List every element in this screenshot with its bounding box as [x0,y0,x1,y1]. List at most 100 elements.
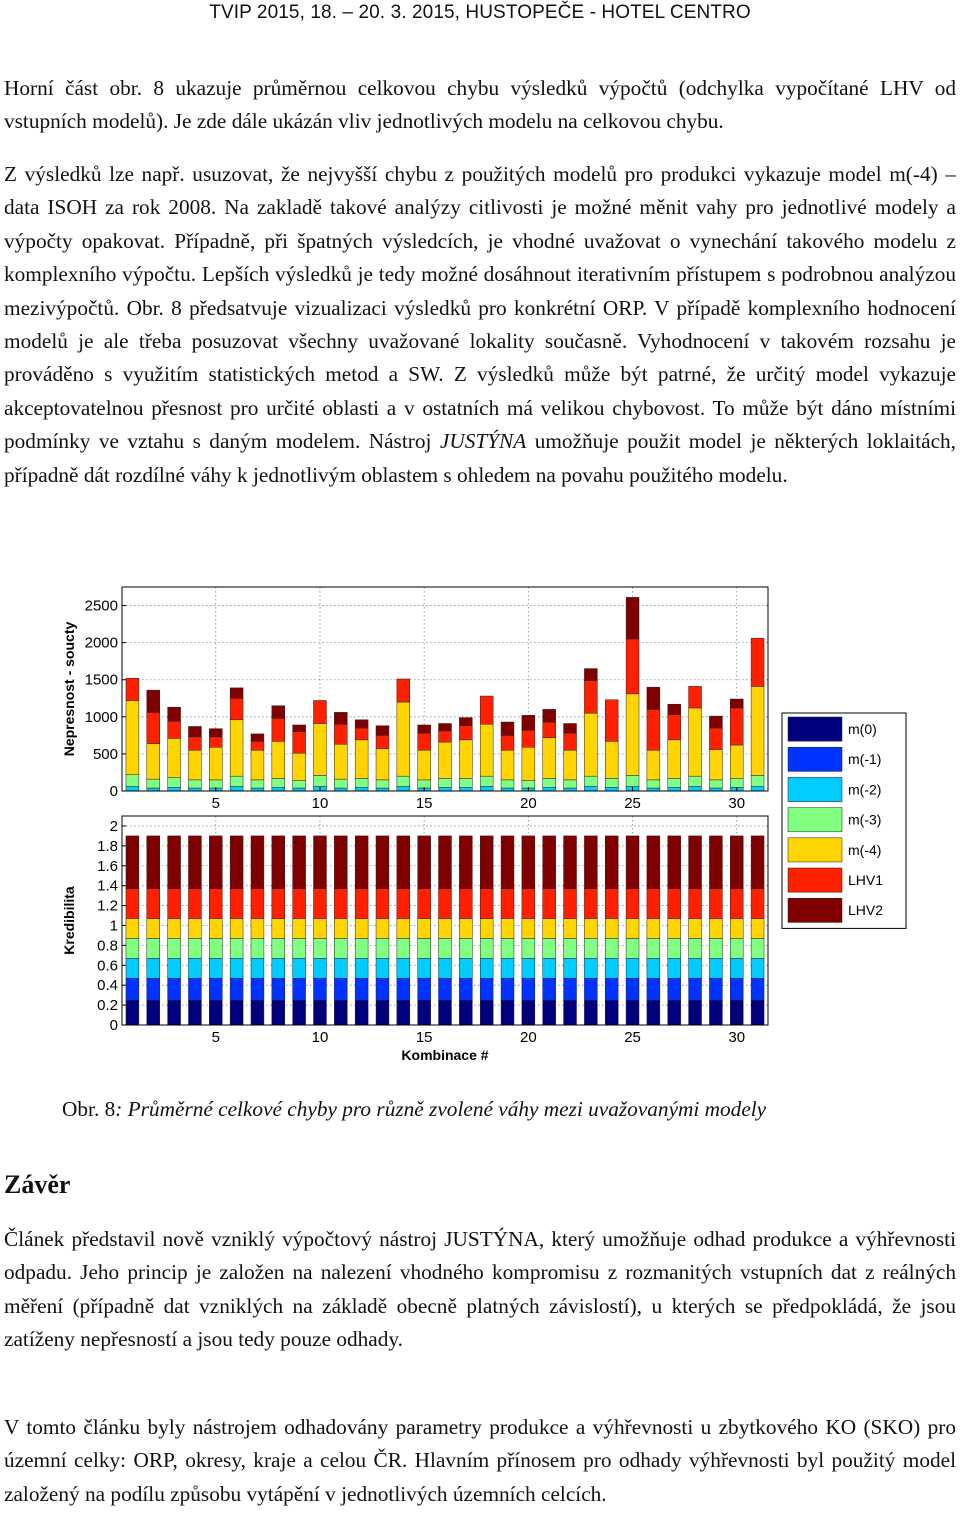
bottom-bar-segment [417,958,431,979]
legend-swatch [787,807,843,833]
top-bar-segment [438,723,452,732]
bottom-bar-segment [500,938,515,959]
top-bar-segment [750,686,765,776]
bottom-bar-segment [375,888,390,919]
bottom-bar-segment [396,977,411,1001]
bottom-bar-segment [667,888,681,919]
top-bar-segment [709,749,723,781]
bottom-bar-segment [354,977,369,1001]
top-bar-segment [146,778,160,789]
top-bar-segment [334,744,348,780]
top-bar-segment [354,739,369,779]
top-bar-segment [250,749,265,781]
bottom-bar-segment [375,977,390,1001]
legend-swatch [787,716,843,742]
top-bar-segment [334,712,348,725]
paragraph-intro: Horní část obr. 8 ukazuje průměrnou celk… [4,76,956,134]
bottom-bar-segment [500,918,515,939]
bottom-bar-segment [292,835,306,889]
bottom-bar-segment [563,958,577,979]
top-bar-segment [438,787,452,792]
bottom-bar-segment [250,999,265,1026]
top-x-tick-label: 25 [624,795,641,812]
bottom-bar-segment [438,958,452,979]
top-bar-segment [271,787,286,792]
bottom-bar-segment [730,835,744,889]
top-bar-segment [500,779,515,789]
bottom-bar-segment [271,888,286,919]
top-bar-segment [417,724,431,734]
top-bar-segment [167,706,181,722]
bottom-bar-segment [250,888,265,919]
top-bar-segment [271,778,286,788]
top-bar-segment [417,749,431,781]
bottom-bar-segment [646,938,661,959]
top-bar-segment [584,712,598,777]
top-x-tick-label: 5 [212,795,220,812]
top-bar-segment [479,786,494,792]
top-bar-segment [292,780,306,789]
bottom-bar-segment [396,835,411,889]
bottom-bar-segment [479,938,494,959]
top-bar-segment [667,703,681,715]
bottom-y-tick-label: 0.4 [97,977,118,994]
bottom-bar-segment [563,888,577,919]
legend-swatch [787,897,843,923]
bottom-bar-segment [521,918,536,939]
bottom-bar-segment [625,835,640,889]
bottom-bar-segment [167,918,181,939]
bottom-bar-segment [292,977,306,1001]
top-x-tick-label: 30 [728,795,745,812]
bottom-bar-segment [292,918,306,939]
bottom-y-tick-label: 0.2 [97,997,118,1014]
bottom-bar-segment [375,938,390,959]
bottom-bar-segment [500,977,515,1001]
bottom-bar-segment [417,888,431,919]
top-bar-segment [354,778,369,788]
bottom-bar-segment [479,888,494,919]
top-bar-segment [563,749,577,781]
legend-entry: m(-4) [848,842,881,858]
bottom-bar-segment [396,888,411,919]
bottom-bar-segment [750,888,765,919]
top-bar-segment [188,726,202,738]
bottom-bar-segment [709,999,723,1026]
bottom-bar-segment [354,888,369,919]
top-bar-segment [646,749,661,781]
bottom-bar-segment [459,888,473,919]
bottom-bar-segment [125,835,140,889]
bottom-bar-segment [334,977,348,1001]
top-bar-segment [563,723,577,734]
top-x-tick-label: 10 [312,795,329,812]
bottom-bar-segment [146,958,160,979]
bottom-bar-segment [584,888,598,919]
bottom-bar-segment [730,888,744,919]
top-bar-segment [125,677,140,701]
top-bar-segment [396,678,411,703]
bottom-bar-segment [625,977,640,1001]
bottom-bar-segment [209,888,223,919]
bottom-bar-segment [584,977,598,1001]
bottom-bar-segment [584,918,598,939]
top-bar-segment [375,725,390,736]
top-bar-segment [500,735,515,751]
bottom-bar-segment [625,918,640,939]
bottom-bar-segment [250,977,265,1001]
top-bar-segment [625,693,640,776]
bottom-bar-segment [584,958,598,979]
top-y-tick-label: 500 [93,746,118,763]
top-bar-segment [438,741,452,779]
top-bar-segment [542,737,556,779]
top-bar-segment [313,775,327,787]
bottom-bar-segment [125,977,140,1001]
bottom-bar-segment [354,958,369,979]
bottom-bar-segment [604,918,619,939]
top-y-tick-label: 0 [110,783,118,800]
top-bar-segment [688,707,702,777]
bottom-bar-segment [646,977,661,1001]
bottom-bar-segment [146,977,160,1001]
bottom-bar-segment [542,999,556,1026]
bottom-bar-segment [271,938,286,959]
bottom-bar-segment [604,835,619,889]
top-bar-segment [188,749,202,781]
